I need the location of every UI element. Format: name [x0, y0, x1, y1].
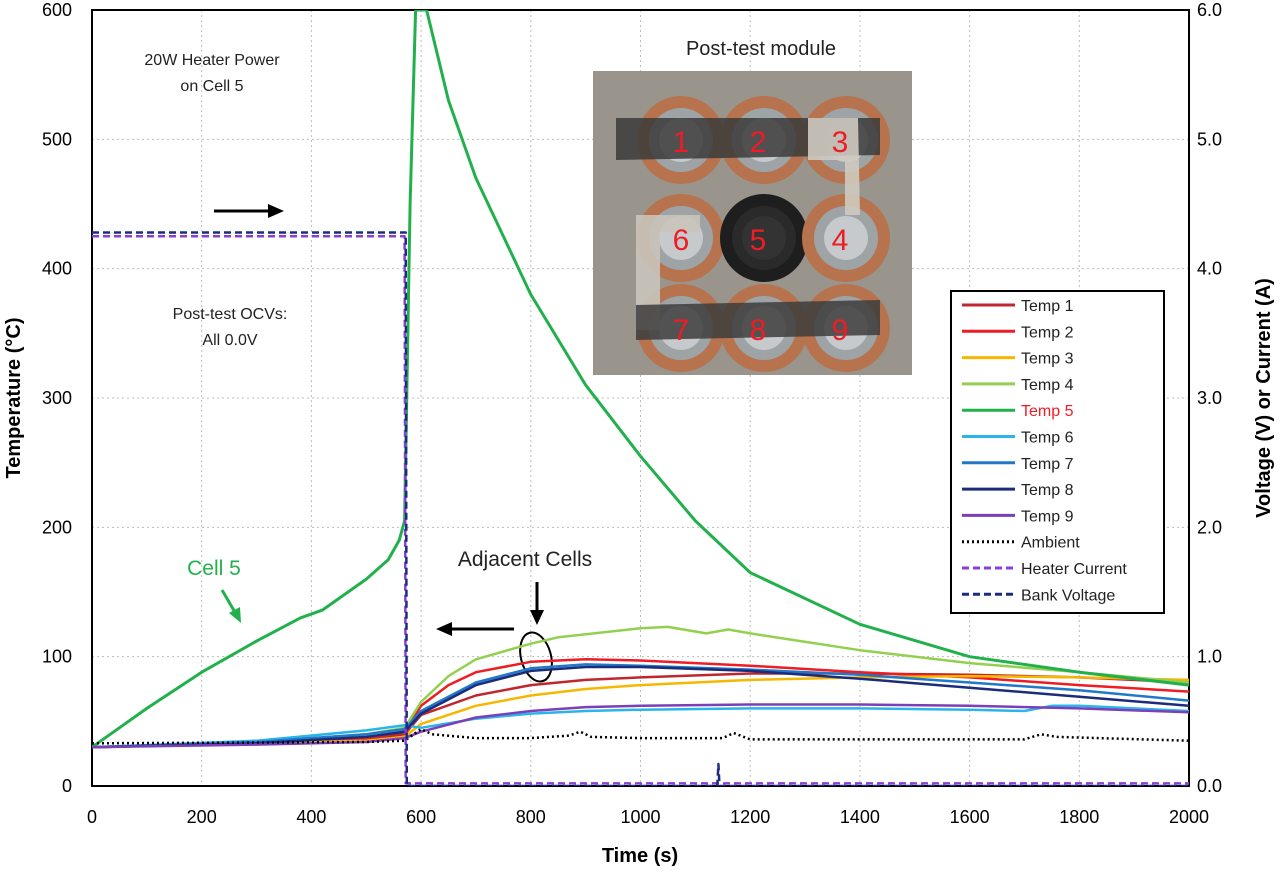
- y2-tick-label: 5.0: [1197, 129, 1222, 149]
- y2-tick-label: 4.0: [1197, 259, 1222, 279]
- inset-cell-number: 1: [673, 126, 690, 159]
- legend-item: Temp 7: [962, 456, 1074, 473]
- legend-item: Temp 4: [962, 377, 1074, 394]
- x-axis-title: Time (s): [602, 845, 678, 867]
- adjacent-cells-ellipse: [519, 631, 553, 683]
- legend-label: Temp 5: [1021, 403, 1074, 420]
- x-tick-label: 1600: [950, 807, 990, 827]
- legend-label: Temp 6: [1021, 430, 1074, 447]
- inset-cell-number: 2: [750, 126, 767, 159]
- y2-tick-label: 6.0: [1197, 0, 1222, 20]
- inset-cell-number: 6: [673, 224, 690, 257]
- y-tick-label: 0: [62, 776, 72, 796]
- x-tick-label: 1200: [730, 807, 770, 827]
- legend-item: Temp 5: [962, 403, 1074, 420]
- series-layer: [92, 10, 1189, 786]
- legend-item: Heater Current: [962, 561, 1127, 578]
- axis-ticks: 0 200 400 600 800 1000 1200 1400 1600 1800 2000010…: [42, 0, 1222, 827]
- adjacent-down-arrow: [530, 582, 544, 625]
- legend-item: Temp 8: [962, 482, 1074, 499]
- series-line-temp-5: [92, 10, 1189, 749]
- inset-cell-number: 4: [832, 224, 849, 257]
- x-tick-label: 400: [296, 807, 326, 827]
- y-tick-label: 100: [42, 647, 72, 667]
- y-axis-title: Temperature (°C): [3, 318, 25, 479]
- legend-item: Temp 1: [962, 298, 1074, 315]
- x-tick-label: 1000: [620, 807, 660, 827]
- legend-label: Temp 9: [1021, 508, 1074, 525]
- x-tick-label: 0: [87, 807, 97, 827]
- legend-item: Ambient: [962, 535, 1080, 552]
- legend-label: Temp 8: [1021, 482, 1074, 499]
- cell5-label: Cell 5: [187, 557, 241, 580]
- legend-item: Temp 6: [962, 430, 1074, 447]
- heater-note-line2: on Cell 5: [180, 78, 243, 95]
- x-tick-label: 1800: [1059, 807, 1099, 827]
- y2-tick-label: 0.0: [1197, 776, 1222, 796]
- x-tick-label: 800: [516, 807, 546, 827]
- adjacent-cells-label: Adjacent Cells: [458, 548, 592, 571]
- inset-title: Post-test module: [686, 38, 836, 60]
- legend-label: Temp 7: [1021, 456, 1074, 473]
- x-tick-label: 200: [187, 807, 217, 827]
- series-line-bank-voltage: [92, 231, 1189, 786]
- post-test-module-photo: 1 2 3 6 5 4 7 8 9: [593, 71, 912, 375]
- inset-cell: [802, 194, 890, 282]
- inset-cell-number: 5: [750, 224, 767, 257]
- legend-item: Bank Voltage: [962, 587, 1115, 604]
- inset-cell-number: 9: [832, 314, 849, 347]
- legend-label: Temp 4: [1021, 377, 1074, 394]
- legend-item: Temp 3: [962, 351, 1074, 368]
- series-line-heater-current: [92, 235, 1189, 785]
- legend-label: Heater Current: [1021, 561, 1127, 578]
- series-line-temp-1: [92, 672, 1189, 749]
- legend-item: Temp 2: [962, 324, 1074, 341]
- ocv-note-line2: All 0.0V: [202, 332, 257, 349]
- y2-axis-title: Voltage (V) or Current (A): [1253, 278, 1275, 518]
- y2-tick-label: 3.0: [1197, 388, 1222, 408]
- y2-tick-label: 2.0: [1197, 517, 1222, 537]
- series-line-temp-3: [92, 674, 1189, 749]
- y-tick-label: 200: [42, 517, 72, 537]
- series-line-temp-8: [92, 665, 1189, 749]
- left-arrow-annotation: [436, 622, 514, 636]
- x-tick-label: 2000: [1169, 807, 1209, 827]
- heater-note-line1: 20W Heater Power: [144, 52, 280, 69]
- y-tick-label: 500: [42, 129, 72, 149]
- y2-tick-label: 1.0: [1197, 647, 1222, 667]
- legend-label: Temp 2: [1021, 324, 1074, 341]
- inset-cell-number: 3: [832, 126, 849, 159]
- series-line-ambient: [92, 727, 1189, 745]
- inset-cell-number: 7: [673, 314, 690, 347]
- legend-item: Temp 9: [962, 508, 1074, 525]
- legend-label: Temp 1: [1021, 298, 1074, 315]
- legend-box: [950, 290, 1165, 614]
- cell5-arrow: [220, 589, 241, 623]
- y-tick-label: 300: [42, 388, 72, 408]
- legend-label: Ambient: [1021, 535, 1080, 552]
- x-tick-label: 600: [406, 807, 436, 827]
- y-tick-label: 400: [42, 259, 72, 279]
- legend: Temp 1 Temp 2 Temp 3 Temp 4 Temp 5 Temp 6 Temp…: [950, 290, 1165, 614]
- inset-cell: [720, 194, 808, 282]
- right-arrow-annotation: [214, 204, 284, 218]
- series-line-temp-7: [92, 663, 1189, 749]
- ocv-note-line1: Post-test OCVs:: [173, 306, 288, 323]
- x-tick-label: 1400: [840, 807, 880, 827]
- y-tick-label: 600: [42, 0, 72, 20]
- inset-cell-number: 8: [750, 314, 767, 347]
- legend-label: Temp 3: [1021, 351, 1074, 368]
- legend-label: Bank Voltage: [1021, 587, 1115, 604]
